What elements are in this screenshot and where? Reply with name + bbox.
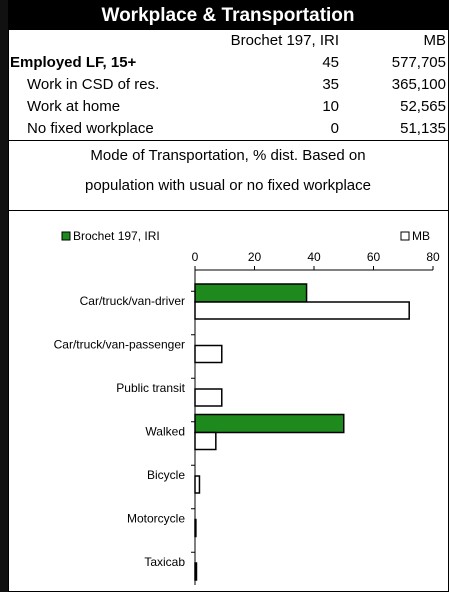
cell: 35 [322,76,339,93]
cell: 52,565 [400,98,446,115]
y-tick-label: Car/truck/van-driver [80,294,185,308]
cell: 51,135 [400,120,446,137]
x-tick-label: 40 [307,250,321,264]
legend-label: Brochet 197, IRI [73,229,160,243]
y-tick-label: Walked [145,425,185,439]
x-tick-label: 20 [248,250,262,264]
bar [194,518,197,538]
bar [194,413,345,434]
y-tick-label: Car/truck/van-passenger [54,338,185,352]
legend-swatch [400,231,410,241]
bar [194,475,201,494]
row-label: Work in CSD of res. [27,76,159,93]
legend-swatch [61,231,71,241]
row-label: Employed LF, 15+ [10,54,137,71]
column-header: Brochet 197, IRI [231,32,339,49]
legend-label: MB [412,229,430,243]
x-tick-label: 80 [426,250,440,264]
column-header: MB [424,32,447,49]
y-tick-label: Bicycle [147,468,185,482]
cell: 365,100 [392,76,446,93]
x-tick-label: 60 [367,250,381,264]
bar [194,301,410,320]
title: Workplace & Transportation [101,5,354,26]
cell: 45 [322,54,339,71]
y-tick-label: Motorcycle [127,512,185,526]
y-tick-label: Taxicab [144,555,185,569]
cell: 0 [331,120,339,137]
caption-line: Mode of Transportation, % dist. Based on [90,147,365,164]
bar [194,344,223,364]
bar [194,431,217,451]
bar [194,283,308,303]
cell: 577,705 [392,54,446,71]
left-strip [0,0,8,592]
row-label: Work at home [27,98,120,115]
y-tick-label: Public transit [116,381,185,395]
cell: 10 [322,98,339,115]
row-label: No fixed workplace [27,120,154,137]
bar [194,388,223,407]
caption-line: population with usual or no fixed workpl… [85,177,371,194]
title-bar [8,0,449,30]
bar [194,562,198,581]
x-tick-label: 0 [192,250,199,264]
